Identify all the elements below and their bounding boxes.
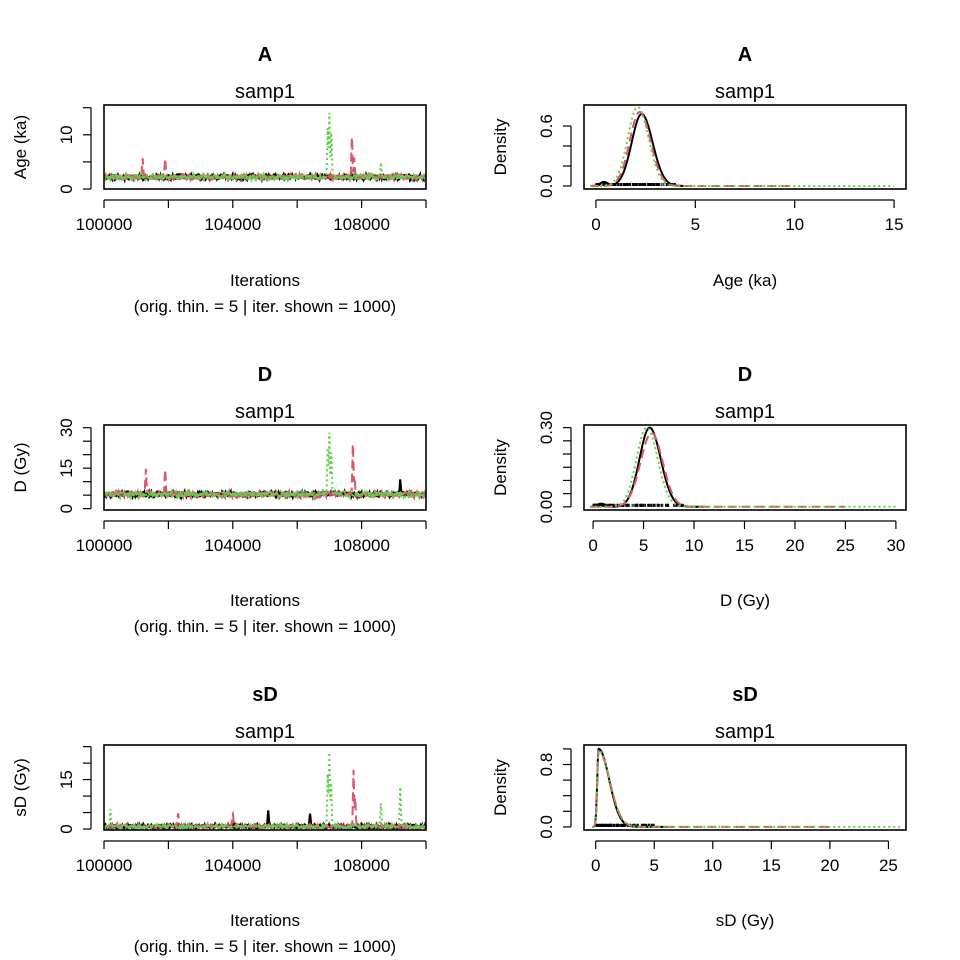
series-group (592, 747, 901, 828)
y-tick-label: 0.00 (537, 490, 556, 523)
panel-subtitle: samp1 (715, 81, 775, 103)
y-tick-label: 0.0 (537, 174, 556, 198)
density-series-2 (592, 749, 830, 828)
x-tick-label: 100000 (76, 215, 133, 234)
x-tick-label: 100000 (76, 856, 133, 875)
y-tick-label: 0.0 (537, 815, 556, 839)
x-tick-label: 100000 (76, 536, 133, 555)
y-axis-label: sD (Gy) (11, 758, 30, 817)
x-tick-label: 10 (685, 536, 704, 555)
y-tick-label: 0.6 (537, 114, 556, 138)
panel-subtitle: samp1 (715, 721, 775, 743)
x-axis-sublabel: (orig. thin. = 5 | iter. shown = 1000) (134, 617, 396, 636)
plot-frame (583, 744, 907, 831)
x-tick-label: 20 (786, 536, 805, 555)
y-tick-label: 15 (57, 770, 76, 789)
x-tick-label: 25 (836, 536, 855, 555)
x-tick-label: 104000 (204, 856, 261, 875)
density-series-1 (592, 747, 666, 828)
x-tick-label: 0 (591, 856, 600, 875)
x-axis-label: sD (Gy) (716, 911, 775, 930)
plot-frame (103, 744, 427, 831)
plot-frame (103, 104, 427, 190)
x-tick-label: 15 (885, 215, 904, 234)
y-axis-label: Age (ka) (11, 115, 30, 179)
panel-subtitle: samp1 (715, 401, 775, 423)
panel-density-sd: sD samp1 sD (Gy) Density 0 5 10 15 20 25 0.0 0.8 (491, 684, 907, 930)
x-axis-sublabel: (orig. thin. = 5 | iter. shown = 1000) (134, 297, 396, 316)
panel-subtitle: samp1 (235, 401, 295, 423)
density-series-3 (590, 426, 896, 508)
panel-title: sD (732, 684, 758, 706)
series-group (104, 432, 426, 502)
series-group (590, 105, 895, 187)
x-tick-label: 5 (691, 215, 700, 234)
series-group (589, 426, 896, 508)
series-group (104, 752, 426, 830)
x-tick-label: 20 (820, 856, 839, 875)
y-tick-label: 0.30 (537, 411, 556, 444)
panel-subtitle: samp1 (235, 721, 295, 743)
panel-title: D (258, 364, 272, 386)
y-axis-label: Density (491, 439, 510, 496)
x-axis-label: Iterations (230, 591, 300, 610)
x-tick-label: 108000 (333, 536, 390, 555)
density-series-2 (590, 431, 846, 508)
trace-series-2 (104, 444, 426, 502)
x-tick-label: 108000 (333, 856, 390, 875)
x-tick-label: 10 (703, 856, 722, 875)
x-tick-label: 104000 (204, 536, 261, 555)
x-tick-label: 30 (886, 536, 905, 555)
plot-frame (583, 424, 907, 511)
y-axis-label: Density (491, 118, 510, 175)
x-axis-label: Age (ka) (713, 271, 777, 290)
trace-series-3 (104, 752, 426, 830)
y-tick-label: 0.8 (537, 753, 556, 777)
x-tick-label: 5 (639, 536, 648, 555)
x-tick-label: 0 (591, 215, 600, 234)
y-tick-label: 0 (57, 824, 76, 833)
panel-subtitle: samp1 (235, 81, 295, 103)
x-tick-label: 5 (650, 856, 659, 875)
y-axis-label: D (Gy) (11, 442, 30, 492)
x-tick-label: 15 (735, 536, 754, 555)
density-series-1 (590, 113, 686, 187)
y-tick-label: 0 (57, 504, 76, 513)
x-tick-label: 15 (762, 856, 781, 875)
density-series-2 (590, 110, 795, 187)
series-group (104, 112, 426, 184)
trace-series-3 (104, 432, 426, 502)
y-tick-label: 15 (57, 459, 76, 478)
panel-title: A (258, 44, 272, 66)
x-axis-label: Iterations (230, 271, 300, 290)
x-tick-label: 25 (879, 856, 898, 875)
y-axis-label: Density (491, 759, 510, 816)
plot-frame (103, 424, 427, 511)
trace-series-2 (104, 769, 426, 830)
x-tick-label: 10 (785, 215, 804, 234)
panel-title: sD (252, 684, 278, 706)
density-series-3 (590, 105, 895, 187)
x-tick-label: 0 (588, 536, 597, 555)
x-tick-label: 104000 (204, 215, 261, 234)
plot-frame (583, 104, 907, 190)
y-tick-label: 10 (57, 125, 76, 144)
panel-title: D (738, 364, 752, 386)
panel-trace-sd: sD samp1 Iterations (orig. thin. = 5 | iter… (11, 684, 427, 956)
density-series-3 (592, 749, 901, 828)
y-tick-label: 0 (57, 184, 76, 193)
x-axis-sublabel: (orig. thin. = 5 | iter. shown = 1000) (134, 937, 396, 956)
panel-title: A (738, 44, 752, 66)
x-tick-label: 108000 (333, 215, 390, 234)
x-axis-label: Iterations (230, 911, 300, 930)
y-tick-label: 30 (57, 418, 76, 437)
x-axis-label: D (Gy) (720, 591, 770, 610)
trace-series-3 (104, 112, 426, 184)
